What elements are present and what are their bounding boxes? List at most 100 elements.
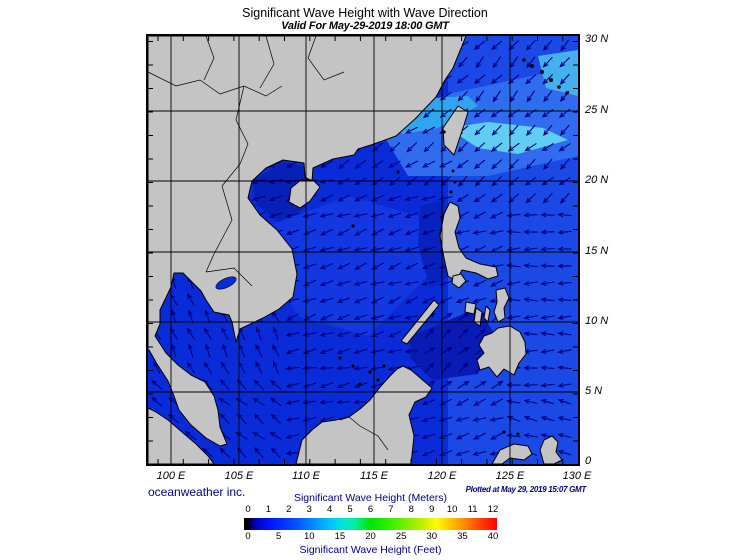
- wave-direction-arrow: [524, 142, 537, 152]
- wave-direction-arrow: [404, 195, 419, 202]
- wave-direction-arrow: [404, 314, 419, 320]
- legend-tick-value: 12: [487, 504, 499, 515]
- plotted-timestamp: Plotted at May 29, 2019 15:07 GMT: [465, 485, 587, 494]
- wave-direction-arrow: [557, 229, 572, 235]
- legend-tick-value: 15: [334, 531, 346, 542]
- wave-direction-arrow: [456, 74, 469, 84]
- wave-direction-arrow: [404, 348, 419, 354]
- wave-direction-arrow: [353, 212, 368, 218]
- wave-direction-arrow: [543, 39, 553, 52]
- wave-direction-arrow: [559, 192, 570, 205]
- wave-direction-arrow: [235, 397, 248, 406]
- wave-direction-arrow: [204, 309, 211, 324]
- legend-tick-value: 35: [457, 531, 468, 542]
- wave-direction-arrow: [186, 361, 196, 374]
- wave-direction-arrow: [285, 331, 300, 337]
- wave-direction-arrow: [336, 246, 351, 252]
- wave-direction-arrow: [456, 159, 469, 169]
- wave-direction-arrow: [336, 212, 351, 218]
- islet: [338, 356, 342, 360]
- wave-direction-arrow: [491, 159, 503, 170]
- lat-label: 30 N: [585, 33, 609, 45]
- wave-direction-arrow: [270, 413, 281, 424]
- lake-tonle-sap: [215, 276, 237, 290]
- wave-direction-arrow: [489, 211, 504, 219]
- legend-tick-value: 5: [347, 504, 353, 515]
- wave-direction-arrow: [405, 160, 419, 168]
- wave-direction-arrow: [423, 108, 435, 119]
- islet: [522, 58, 526, 62]
- wave-direction-arrow: [253, 413, 264, 425]
- wave-direction-arrow: [490, 74, 503, 84]
- wave-direction-arrow: [558, 108, 571, 118]
- wave-direction-arrow: [540, 246, 555, 252]
- landmass-taiwan: [442, 105, 469, 156]
- wave-direction-arrow: [421, 280, 436, 287]
- wave-direction-arrow: [272, 344, 280, 357]
- wave-direction-arrow: [542, 74, 553, 85]
- legend-tick-value: 7: [388, 504, 394, 515]
- wave-direction-arrow: [336, 280, 351, 287]
- wave-direction-arrow: [251, 195, 266, 202]
- wave-direction-arrow: [456, 194, 469, 203]
- wave-direction-arrow: [455, 416, 470, 422]
- wave-direction-arrow: [252, 431, 265, 440]
- wave-direction-arrow: [507, 74, 520, 85]
- islet: [382, 364, 386, 368]
- wave-direction-arrow: [319, 212, 334, 218]
- wave-direction-arrow: [319, 399, 334, 405]
- small-islands: [338, 58, 569, 436]
- wave-direction-arrow: [558, 142, 571, 152]
- legend-tick-value: 3: [306, 504, 312, 515]
- wave-direction-arrow: [404, 229, 419, 236]
- wave-direction-arrow: [473, 398, 486, 406]
- wave-direction-arrow: [526, 90, 536, 103]
- wave-direction-arrow: [336, 365, 351, 371]
- lat-label: 15 N: [585, 245, 609, 257]
- page-title: Significant Wave Height with Wave Direct…: [242, 6, 488, 20]
- lon-label: 115 E: [360, 470, 388, 482]
- wave-direction-arrow: [559, 124, 570, 136]
- wave-direction-arrow: [406, 142, 418, 153]
- landmass-luzon: [439, 201, 499, 282]
- wave-direction-arrow: [353, 348, 368, 355]
- wave-direction-arrow: [255, 343, 263, 358]
- wave-direction-arrow: [337, 194, 350, 202]
- wave-direction-arrow: [474, 142, 486, 153]
- legend-tick-value: 6: [367, 504, 374, 515]
- wave-direction-arrow: [489, 416, 504, 422]
- wave-direction-arrow: [525, 74, 537, 85]
- wave-direction-arrow: [187, 293, 195, 306]
- wave-direction-arrow: [540, 314, 555, 320]
- border-line: [339, 416, 389, 451]
- wave-direction-arrow: [272, 360, 280, 375]
- wave-direction-arrow: [490, 279, 504, 287]
- lat-label: 5 N: [585, 385, 603, 397]
- wave-direction-arrow: [388, 262, 401, 270]
- wave-direction-arrow: [153, 361, 161, 374]
- wave-direction-arrow: [404, 280, 419, 286]
- wave-direction-arrow: [387, 280, 402, 286]
- wave-direction-arrow: [268, 212, 283, 219]
- wave-direction-arrow: [523, 399, 538, 405]
- wave-direction-arrow: [557, 314, 572, 320]
- lon-label: 125 E: [495, 470, 525, 482]
- wave-direction-arrow: [491, 40, 503, 51]
- border-line: [203, 35, 215, 81]
- legend-tick-value: 10: [303, 531, 315, 542]
- wave-direction-arrow: [441, 362, 452, 374]
- lon-label: 100 E: [156, 470, 186, 482]
- wave-direction-arrow: [202, 447, 214, 458]
- wave-direction-arrow: [492, 56, 502, 69]
- islet: [449, 190, 453, 194]
- wave-direction-arrow: [319, 331, 334, 337]
- lat-label: 0: [585, 455, 592, 467]
- wave-direction-arrow: [371, 142, 384, 152]
- wave-direction-arrow: [404, 246, 419, 253]
- wave-direction-arrow: [523, 297, 538, 303]
- wave-direction-arrow: [473, 432, 487, 440]
- wave-direction-arrow: [387, 212, 402, 219]
- legend-tick-value: 2: [286, 504, 292, 515]
- wave-direction-arrow: [285, 212, 300, 219]
- wave-direction-arrow: [523, 263, 538, 269]
